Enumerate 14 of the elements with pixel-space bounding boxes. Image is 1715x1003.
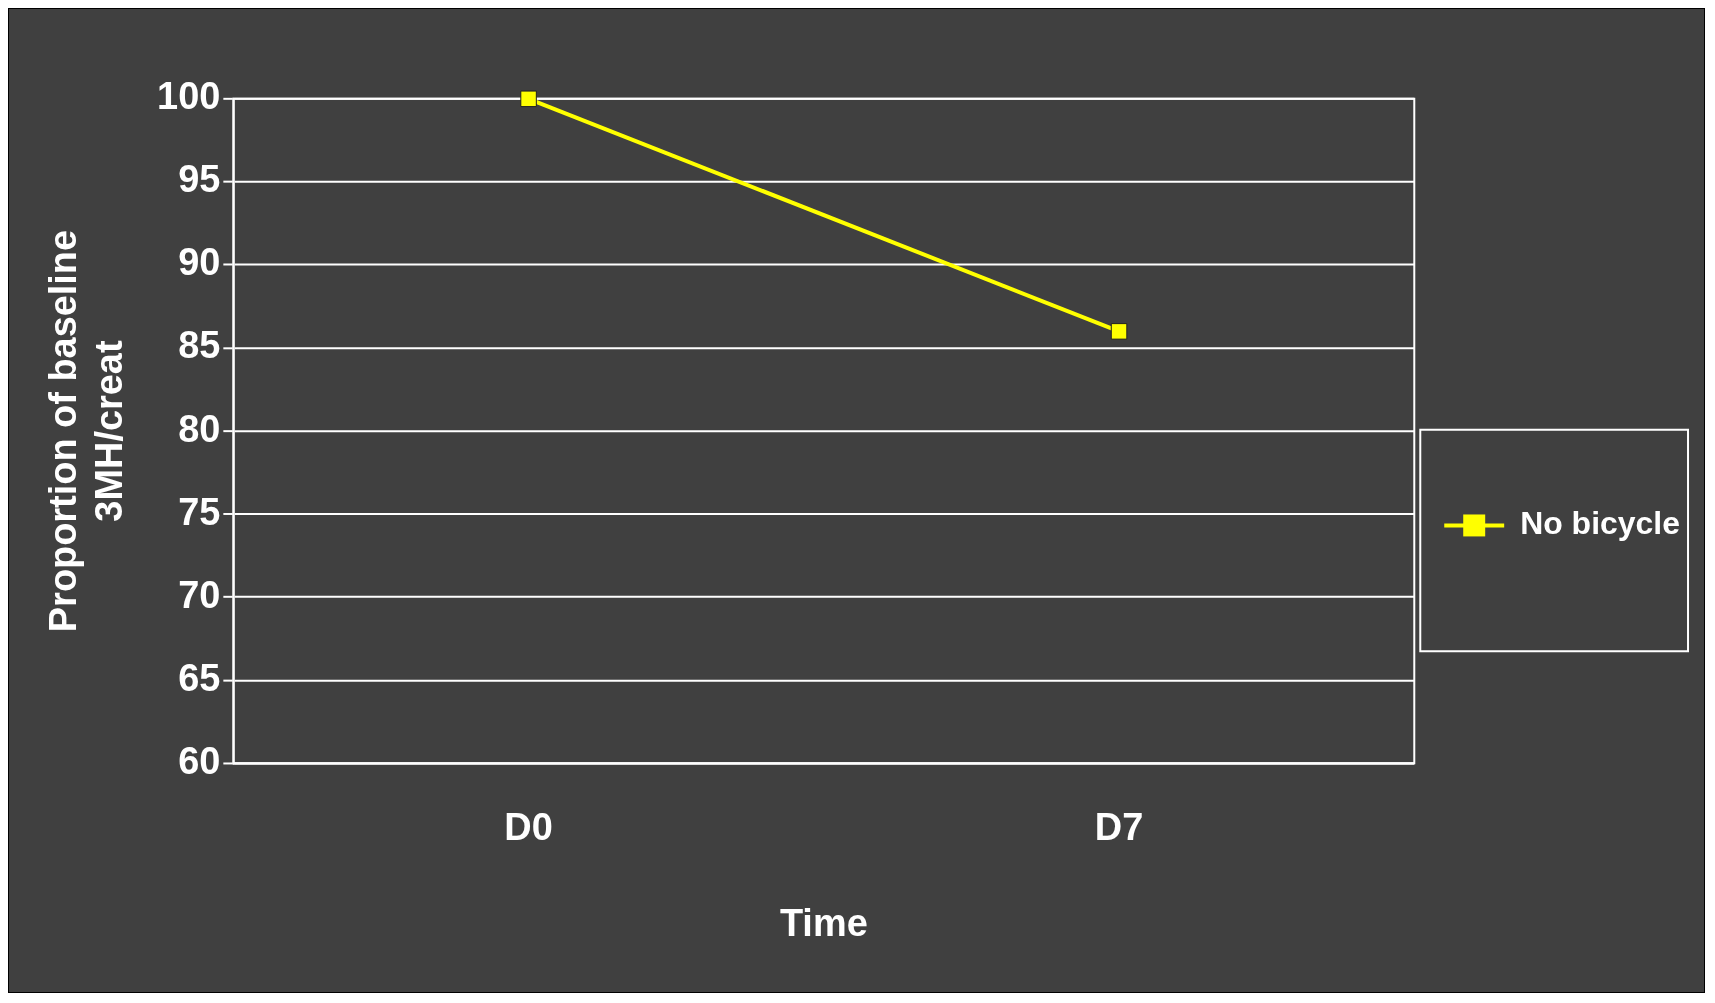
y-axis-title: Proportion of baseline 3MH/creat [42, 229, 130, 633]
legend-label: No bicycle [1520, 505, 1680, 542]
y-tick-label: 65 [178, 656, 221, 699]
y-tick-label: 100 [157, 75, 221, 118]
x-tick-label: D0 [504, 806, 553, 849]
y-tick-label: 90 [178, 241, 221, 284]
x-axis-title: Time [779, 901, 868, 944]
x-tick-label: D7 [1094, 806, 1144, 849]
y-tick-label: 75 [178, 490, 221, 533]
y-tick-label: 80 [178, 407, 221, 450]
y-tick-label: 85 [178, 324, 221, 367]
y-tick-label: 70 [178, 573, 221, 616]
y-tick-label: 95 [178, 158, 221, 201]
y-tick-label: 60 [178, 739, 221, 782]
